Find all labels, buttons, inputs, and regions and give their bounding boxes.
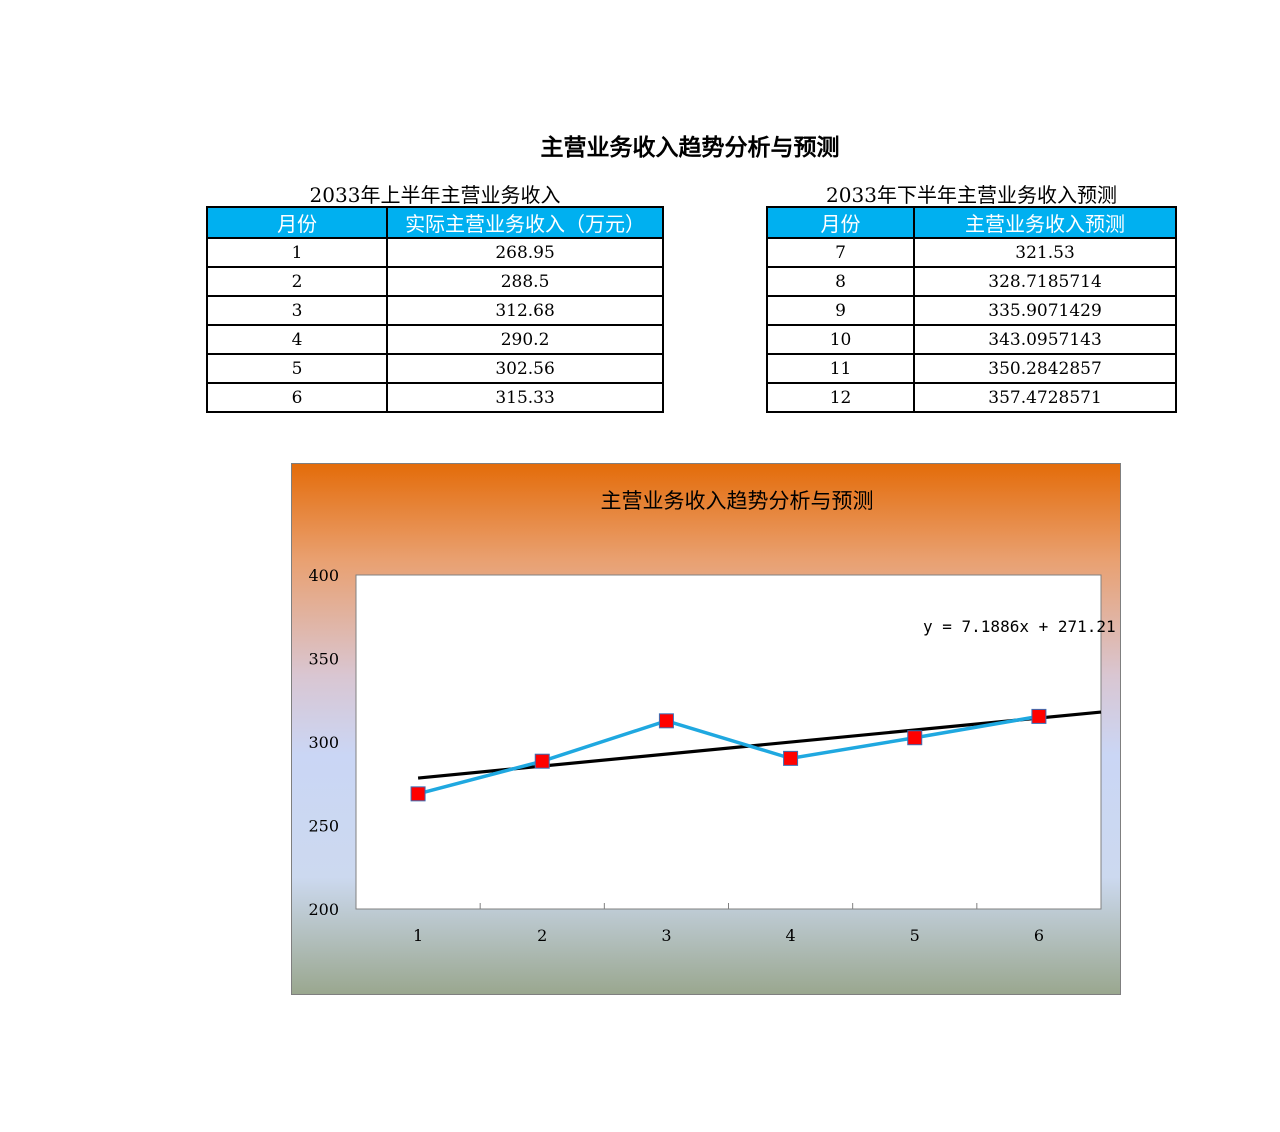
month-cell[interactable]: 9 (765, 295, 916, 326)
forecast-cell[interactable]: 335.9071429 (913, 295, 1177, 326)
series-line (417, 714, 1040, 796)
table-header-row: 月份 主营业务收入预测 (765, 206, 1177, 239)
revenue-cell[interactable]: 268.95 (386, 237, 664, 268)
y-axis: 200 250 300 350 400 (308, 566, 339, 919)
y-tick-label: 200 (308, 900, 339, 919)
table-row: 11 350.2842857 (765, 353, 1177, 384)
actual-revenue-table: 月份 实际主营业务收入（万元） 1 268.95 2 288.5 3 312.68 4… (205, 206, 664, 413)
data-point-marker[interactable] (658, 713, 674, 729)
revenue-cell[interactable]: 312.68 (386, 295, 664, 326)
revenue-cell[interactable]: 302.56 (386, 353, 664, 384)
linear-trendline (417, 710, 1102, 780)
month-cell[interactable]: 3 (205, 295, 389, 326)
forecast-cell[interactable]: 328.7185714 (913, 266, 1177, 297)
x-axis: 1 2 3 4 5 6 (413, 903, 1044, 945)
table-row: 6 315.33 (205, 382, 664, 413)
month-cell[interactable]: 12 (765, 382, 916, 413)
data-point-marker[interactable] (410, 786, 426, 802)
x-tick-label: 6 (1034, 926, 1044, 945)
month-cell[interactable]: 6 (205, 382, 389, 413)
month-cell[interactable]: 2 (205, 266, 389, 297)
plot-area (355, 574, 1102, 910)
revenue-cell[interactable]: 290.2 (386, 324, 664, 355)
revenue-cell[interactable]: 315.33 (386, 382, 664, 413)
month-cell[interactable]: 4 (205, 324, 389, 355)
x-tick-label: 4 (785, 926, 795, 945)
revenue-cell[interactable]: 288.5 (386, 266, 664, 297)
table2-caption: 2033年下半年主营业务收入预测 (826, 183, 1117, 207)
y-tick-label: 250 (308, 817, 339, 836)
table1-caption: 2033年上半年主营业务收入 (309, 183, 561, 207)
table-row: 10 343.0957143 (765, 324, 1177, 355)
table-row: 8 328.7185714 (765, 266, 1177, 297)
data-point-marker[interactable] (1031, 708, 1047, 724)
forecast-revenue-table: 月份 主营业务收入预测 7 321.53 8 328.7185714 9 335.90… (765, 206, 1177, 413)
table-row: 7 321.53 (765, 237, 1177, 268)
month-cell[interactable]: 1 (205, 237, 389, 268)
table-row: 5 302.56 (205, 353, 664, 384)
table-row: 1 268.95 (205, 237, 664, 268)
series-layer (410, 708, 1047, 802)
trendline-layer (417, 710, 1102, 780)
chart-svg: 主营业务收入趋势分析与预测 200 250 300 350 400 1 2 3 4 5 6 y =… (308, 489, 1116, 945)
forecast-cell[interactable]: 321.53 (913, 237, 1177, 268)
table-row: 2 288.5 (205, 266, 664, 297)
table-header-row: 月份 实际主营业务收入（万元） (205, 206, 664, 239)
x-tick-label: 3 (661, 926, 671, 945)
table-row: 3 312.68 (205, 295, 664, 326)
y-tick-label: 400 (308, 566, 339, 585)
forecast-header: 主营业务收入预测 (913, 206, 1177, 239)
page-title: 主营业务收入趋势分析与预测 (540, 134, 840, 161)
forecast-cell[interactable]: 350.2842857 (913, 353, 1177, 384)
month-header: 月份 (205, 206, 389, 239)
trendline-equation: y = 7.1886x + 271.21 (923, 617, 1116, 636)
table-row: 12 357.4728571 (765, 382, 1177, 413)
month-cell[interactable]: 10 (765, 324, 916, 355)
x-tick-label: 2 (537, 926, 547, 945)
chart-title: 主营业务收入趋势分析与预测 (601, 489, 874, 513)
actual-revenue-header: 实际主营业务收入（万元） (386, 206, 664, 239)
revenue-trend-chart[interactable]: 主营业务收入趋势分析与预测 200 250 300 350 400 1 2 3 4 5 6 y =… (291, 463, 1121, 995)
month-cell[interactable]: 5 (205, 353, 389, 384)
table-row: 4 290.2 (205, 324, 664, 355)
month-cell[interactable]: 7 (765, 237, 916, 268)
y-tick-label: 300 (308, 733, 339, 752)
forecast-cell[interactable]: 343.0957143 (913, 324, 1177, 355)
data-point-marker[interactable] (783, 750, 799, 766)
data-point-marker[interactable] (534, 753, 550, 769)
month-cell[interactable]: 8 (765, 266, 916, 297)
x-tick-label: 1 (413, 926, 423, 945)
forecast-cell[interactable]: 357.4728571 (913, 382, 1177, 413)
data-point-marker[interactable] (907, 730, 923, 746)
table-row: 9 335.9071429 (765, 295, 1177, 326)
month-cell[interactable]: 11 (765, 353, 916, 384)
x-tick-label: 5 (910, 926, 920, 945)
y-tick-label: 350 (308, 650, 339, 669)
month-header: 月份 (765, 206, 916, 239)
